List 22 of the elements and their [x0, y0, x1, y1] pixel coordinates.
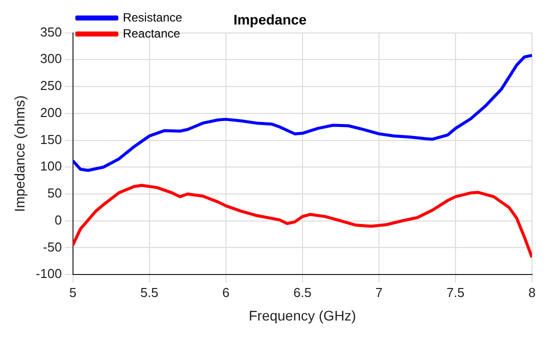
chart-title: Impedance — [233, 11, 307, 28]
x-tick-label: 7 — [375, 284, 383, 300]
x-axis-title: Frequency (GHz) — [248, 307, 356, 324]
x-tick-label: 5 — [69, 284, 76, 300]
x-tick-label: 6 — [222, 284, 230, 300]
y-tick-label: 0 — [54, 212, 62, 228]
y-tick-label: 200 — [40, 104, 62, 120]
y-tick-label: 100 — [40, 158, 62, 174]
y-tick-label: 350 — [40, 24, 62, 40]
x-tick-label: 7.5 — [446, 284, 465, 300]
y-tick-label: 150 — [40, 132, 62, 147]
x-tick-label: 8 — [528, 284, 536, 300]
legend-label: Reactance — [122, 26, 181, 40]
y-tick-label: -100 — [36, 266, 62, 282]
y-axis-title: Impedance (ohms) — [11, 95, 28, 212]
x-tick-label: 6.5 — [293, 284, 312, 300]
y-tick-label: 300 — [40, 51, 62, 66]
y-tick-label: -50 — [43, 239, 62, 254]
x-tick-label: 5.5 — [140, 284, 158, 300]
legend-label: Resistance — [122, 10, 183, 24]
y-tick-label: 50 — [47, 186, 62, 201]
y-tick-label: 250 — [40, 78, 62, 94]
